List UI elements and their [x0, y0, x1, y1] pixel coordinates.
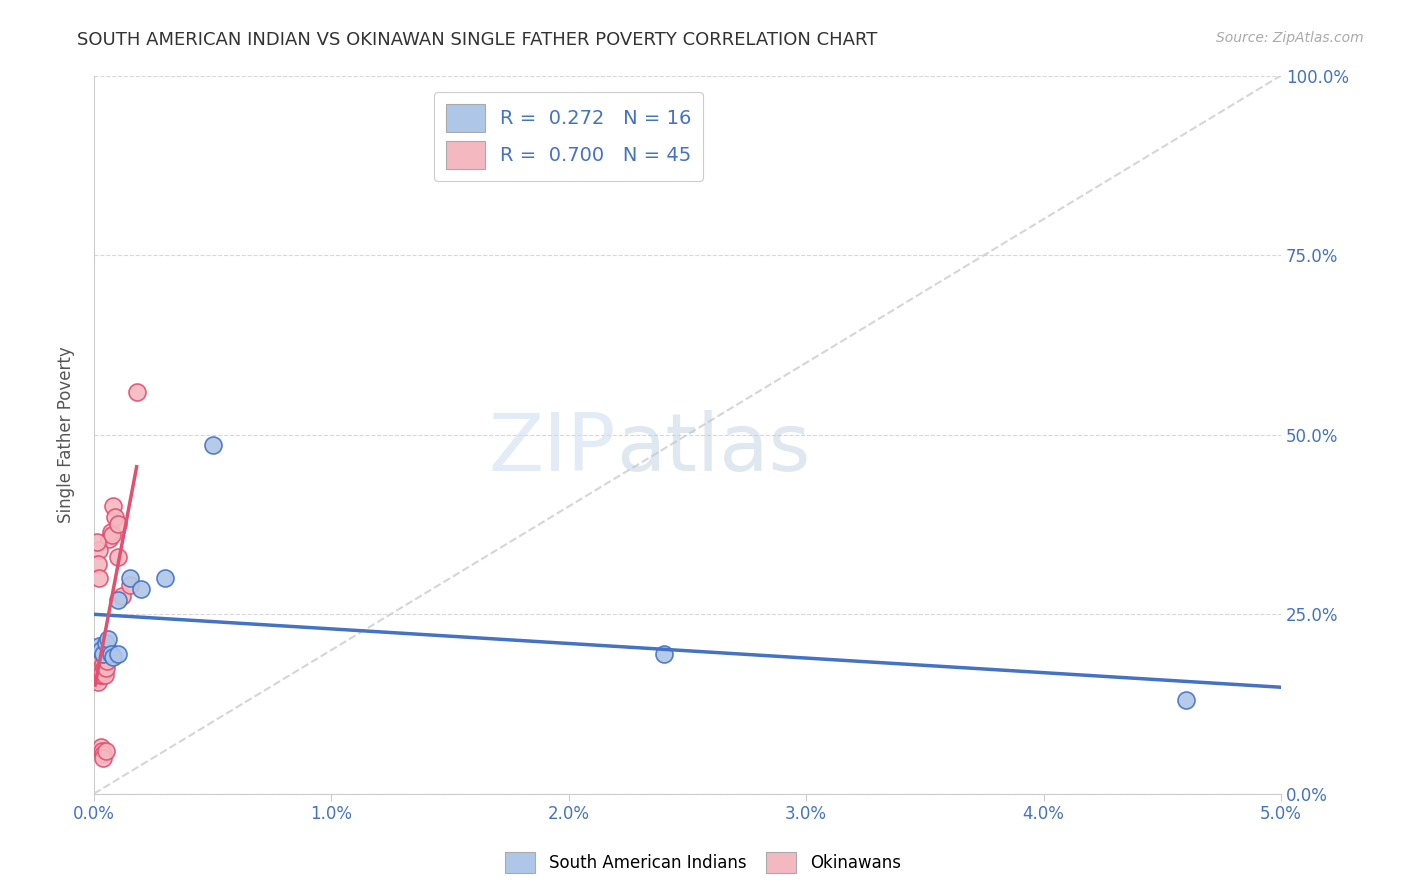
- Point: [93, 751, 115, 765]
- Point: [84, 672, 107, 686]
- Point: [93, 668, 115, 682]
- Legend: R =  0.272   N = 16, R =  0.700   N = 45: R = 0.272 N = 16, R = 0.700 N = 45: [434, 93, 703, 180]
- Point: [107, 592, 129, 607]
- Point: [84, 647, 107, 661]
- Point: [87, 654, 110, 668]
- Point: [93, 647, 115, 661]
- Point: [91, 747, 114, 761]
- Point: [86, 657, 108, 672]
- Point: [93, 661, 115, 675]
- Point: [87, 557, 110, 571]
- Point: [1175, 693, 1198, 707]
- Point: [101, 500, 124, 514]
- Point: [94, 743, 117, 757]
- Point: [89, 571, 111, 585]
- Point: [86, 661, 108, 675]
- Point: [90, 668, 112, 682]
- Legend: South American Indians, Okinawans: South American Indians, Okinawans: [499, 846, 907, 880]
- Point: [91, 665, 114, 679]
- Point: [104, 510, 127, 524]
- Point: [90, 643, 112, 657]
- Point: [93, 647, 115, 661]
- Point: [87, 640, 110, 654]
- Point: [94, 650, 117, 665]
- Point: [111, 589, 134, 603]
- Y-axis label: Single Father Poverty: Single Father Poverty: [58, 346, 75, 523]
- Point: [87, 661, 110, 675]
- Point: [131, 582, 153, 596]
- Point: [84, 654, 107, 668]
- Point: [97, 632, 120, 647]
- Point: [86, 650, 108, 665]
- Point: [97, 643, 120, 657]
- Point: [89, 668, 111, 682]
- Point: [94, 661, 117, 675]
- Point: [101, 650, 124, 665]
- Point: [652, 647, 675, 661]
- Point: [90, 661, 112, 675]
- Point: [107, 517, 129, 532]
- Point: [87, 675, 110, 690]
- Point: [93, 657, 115, 672]
- Text: SOUTH AMERICAN INDIAN VS OKINAWAN SINGLE FATHER POVERTY CORRELATION CHART: SOUTH AMERICAN INDIAN VS OKINAWAN SINGLE…: [77, 31, 877, 49]
- Point: [84, 661, 107, 675]
- Point: [118, 571, 141, 585]
- Point: [153, 571, 176, 585]
- Point: [100, 647, 122, 661]
- Point: [100, 524, 122, 539]
- Point: [89, 665, 111, 679]
- Point: [90, 654, 112, 668]
- Point: [86, 535, 108, 549]
- Text: Source: ZipAtlas.com: Source: ZipAtlas.com: [1216, 31, 1364, 45]
- Point: [201, 438, 224, 452]
- Point: [87, 542, 110, 557]
- Point: [90, 743, 112, 757]
- Point: [118, 578, 141, 592]
- Text: atlas: atlas: [616, 410, 811, 488]
- Point: [100, 528, 122, 542]
- Point: [94, 636, 117, 650]
- Text: ZIP: ZIP: [489, 410, 616, 488]
- Point: [98, 532, 121, 546]
- Point: [107, 549, 129, 564]
- Point: [89, 657, 111, 672]
- Point: [87, 650, 110, 665]
- Point: [90, 739, 112, 754]
- Point: [107, 647, 129, 661]
- Point: [96, 654, 118, 668]
- Point: [125, 384, 148, 399]
